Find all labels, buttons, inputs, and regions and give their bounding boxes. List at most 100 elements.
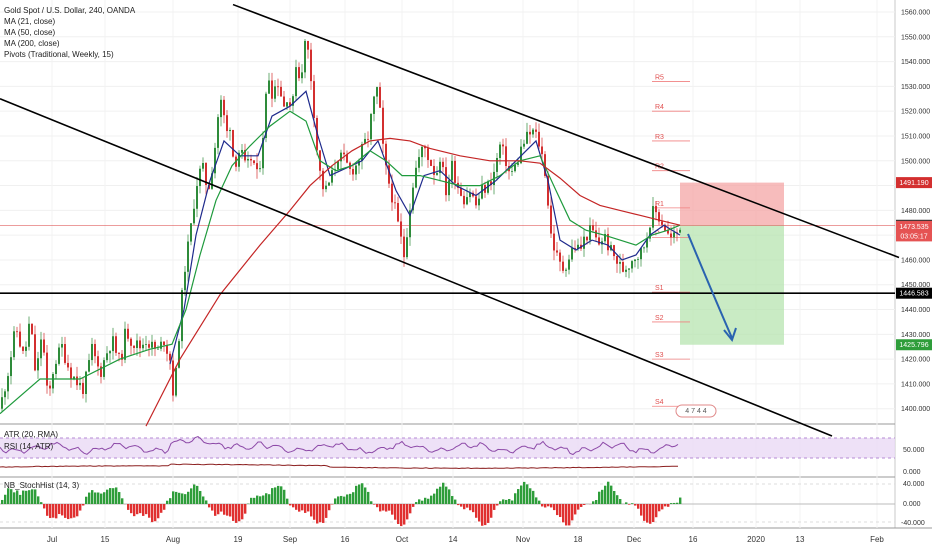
candle-body xyxy=(625,269,627,272)
candle-body xyxy=(184,271,186,291)
legend-ma21[interactable]: MA (21, close) xyxy=(4,17,55,26)
legend-atr[interactable]: ATR (20, RMA) xyxy=(4,430,58,439)
stoch-bar xyxy=(415,502,418,504)
stoch-bar xyxy=(187,491,190,504)
stoch-bar xyxy=(454,499,457,504)
stoch-bar xyxy=(82,504,85,506)
stoch-bar xyxy=(148,504,151,518)
candle-body xyxy=(379,87,381,108)
stoch-bar xyxy=(292,504,295,508)
position-tool[interactable] xyxy=(0,182,895,345)
forecast-arrow-line[interactable] xyxy=(687,233,733,339)
stoch-bar xyxy=(85,496,88,504)
stoch-bar xyxy=(61,504,64,516)
time-tick: 16 xyxy=(689,535,698,544)
stoch-bar xyxy=(406,504,409,520)
candle-body xyxy=(442,161,444,168)
candle-body xyxy=(529,131,531,135)
stoch-bar xyxy=(562,504,565,523)
candle-body xyxy=(646,238,648,248)
legend-rsi[interactable]: RSI (14, ATR) xyxy=(4,442,54,451)
legend-stoch[interactable]: NB_StochHist (14, 3) xyxy=(4,481,79,490)
candle-body xyxy=(118,352,120,354)
stoch-bar xyxy=(103,492,106,504)
candle-body xyxy=(313,81,315,118)
stop-loss-zone[interactable] xyxy=(680,182,784,226)
candle-body xyxy=(4,391,6,398)
stoch-bar xyxy=(394,504,397,520)
forecast-arrow-head xyxy=(723,327,737,343)
price-tick: 1530.000 xyxy=(901,84,930,91)
candle-body xyxy=(631,261,633,269)
trendlines[interactable] xyxy=(0,3,900,437)
stoch-bar xyxy=(679,497,682,504)
stoch-bar xyxy=(307,504,310,512)
price-tick: 1560.000 xyxy=(901,10,930,17)
candle-body xyxy=(28,323,30,347)
stoch-bar xyxy=(601,489,604,504)
stoch-bar xyxy=(88,492,91,504)
stoch-bar xyxy=(283,489,286,504)
candle-body xyxy=(298,67,300,79)
stoch-bar xyxy=(190,488,193,504)
stoch-bar xyxy=(175,491,178,504)
candle-body xyxy=(286,102,288,107)
stoch-bar xyxy=(37,496,40,504)
candle-body xyxy=(619,262,621,264)
rsi-line xyxy=(0,436,679,456)
candle-body xyxy=(535,129,537,132)
candle-body xyxy=(556,250,558,253)
stoch-bar xyxy=(49,504,52,519)
price-label-text: 1491.190 xyxy=(899,180,928,187)
candle-body xyxy=(70,367,72,380)
candle-body xyxy=(409,210,411,238)
atr-rsi-pane xyxy=(0,436,895,470)
candle-body xyxy=(82,382,84,394)
stoch-bar xyxy=(559,504,562,517)
candle-body xyxy=(340,152,342,162)
candle-body xyxy=(328,182,330,186)
stoch-bar xyxy=(565,504,568,526)
stoch-bar xyxy=(199,490,202,504)
candle-body xyxy=(361,144,363,161)
price-axis[interactable] xyxy=(895,0,932,550)
stoch-bar xyxy=(346,494,349,504)
stoch-bar xyxy=(196,485,199,504)
event-badge[interactable]: 4 7 4 4 xyxy=(675,404,717,418)
legend-ma200[interactable]: MA (200, close) xyxy=(4,39,60,48)
trendline-0[interactable] xyxy=(232,3,900,259)
take-profit-zone[interactable] xyxy=(680,225,784,345)
price-labels: 1491.1901473.9811473.53503:05:171446.583… xyxy=(896,177,932,351)
price-axis-ticks: 1400.000 1410.000 1420.000 1430.000 1440.000… xyxy=(901,10,930,414)
trendline-1[interactable] xyxy=(0,98,833,437)
candle-body xyxy=(370,113,372,140)
candle-body xyxy=(46,352,48,386)
candle-body xyxy=(604,233,606,242)
stoch-bar xyxy=(19,494,22,504)
stoch-bar xyxy=(472,504,475,513)
candle-body xyxy=(55,363,57,374)
forecast-arrow[interactable] xyxy=(687,233,737,343)
candle-body xyxy=(427,148,429,160)
candle-body xyxy=(52,373,54,389)
candle-body xyxy=(208,184,210,189)
candle-body xyxy=(259,168,261,170)
candle-body xyxy=(274,86,276,99)
stoch-bar xyxy=(193,484,196,504)
stoch-bar xyxy=(541,504,544,507)
candle-body xyxy=(478,198,480,206)
candle-body xyxy=(649,227,651,239)
price-label-text: 1425.796 xyxy=(899,342,928,349)
stoch-bar xyxy=(568,504,571,526)
candle-body xyxy=(412,187,414,211)
candle-body xyxy=(616,256,618,264)
legend-pivots[interactable]: Pivots (Traditional, Weekly, 15) xyxy=(4,50,114,59)
pivot-label: R4 xyxy=(655,104,664,111)
candle-body xyxy=(154,341,156,349)
stoch-bar xyxy=(43,504,46,509)
candle-body xyxy=(331,170,333,183)
legend-ma50[interactable]: MA (50, close) xyxy=(4,28,55,37)
stoch-bar xyxy=(475,504,478,518)
candle-body xyxy=(106,353,108,361)
